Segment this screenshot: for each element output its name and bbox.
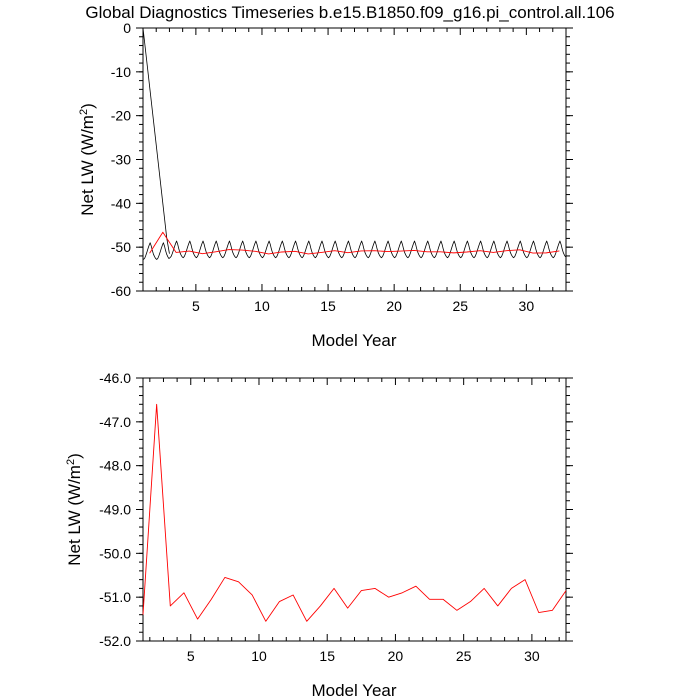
x-tick-label-top: 5 xyxy=(192,298,200,314)
y-axis-label-bottom: Net LW (W/m2) xyxy=(65,453,84,566)
y-axis-label-bottom-main: Net LW (W/m xyxy=(65,465,84,566)
x-tick-label-top: 25 xyxy=(452,298,468,314)
y-tick-label-top: -50 xyxy=(111,239,131,255)
y-tick-label-top: -30 xyxy=(111,152,131,168)
y-tick-label-bottom: -47.0 xyxy=(99,414,131,430)
annual-series-line-top xyxy=(149,231,560,255)
x-tick-label-top: 20 xyxy=(386,298,402,314)
x-tick-label-top: 10 xyxy=(254,298,270,314)
x-tick-label-bottom: 10 xyxy=(251,648,267,664)
y-tick-label-top: -40 xyxy=(111,195,131,211)
tick-marks-bottom xyxy=(136,377,573,642)
x-tick-label-bottom: 5 xyxy=(187,648,195,664)
y-tick-label-top: -20 xyxy=(111,108,131,124)
x-tick-label-top: 15 xyxy=(320,298,336,314)
x-tick-label-bottom: 20 xyxy=(388,648,404,664)
monthly-series-line-top xyxy=(143,240,566,260)
y-axis-label-top-main: Net LW (W/m xyxy=(78,115,97,216)
y-tick-label-bottom: -48.0 xyxy=(99,458,131,474)
timeseries-panel-annual: 5 10 15 20 25 30 -46.0 -47.0 -48.0 -49.0 -50.0 -51.… xyxy=(65,370,573,700)
y-axis-label-top-sup: 2 xyxy=(78,109,90,115)
tick-marks-top xyxy=(136,27,573,292)
annual-series-line-bottom xyxy=(142,403,567,622)
x-tick-label-bottom: 30 xyxy=(524,648,540,664)
series-group-bottom xyxy=(142,403,567,622)
figure-title: Global Diagnostics Timeseries b.e15.B185… xyxy=(85,3,614,22)
x-axis-label-top: Model Year xyxy=(311,331,396,350)
y-tick-label-bottom: -50.0 xyxy=(99,545,131,561)
y-tick-label-bottom: -51.0 xyxy=(99,589,131,605)
monthly-series-line-top xyxy=(142,27,170,254)
y-axis-label-bottom-sup: 2 xyxy=(65,459,77,465)
tick-labels-top: 5 10 15 20 25 30 0 -10 -20 -30 -40 -50 -60 xyxy=(111,20,535,314)
x-tick-label-bottom: 25 xyxy=(456,648,472,664)
plot-frame-bottom xyxy=(142,377,567,642)
y-tick-label-top: 0 xyxy=(123,20,131,36)
y-tick-label-bottom: -46.0 xyxy=(99,370,131,386)
y-tick-label-top: -10 xyxy=(111,64,131,80)
timeseries-panel-monthly: 5 10 15 20 25 30 0 -10 -20 -30 -40 -50 -60 Model Yea… xyxy=(78,20,573,350)
y-axis-label-top: Net LW (W/m2) xyxy=(78,103,97,216)
x-axis-label-bottom: Model Year xyxy=(311,681,396,700)
y-tick-label-bottom: -52.0 xyxy=(99,633,131,649)
tick-labels-bottom: 5 10 15 20 25 30 -46.0 -47.0 -48.0 -49.0 -50.0 -51.… xyxy=(99,370,540,664)
x-tick-label-top: 30 xyxy=(519,298,535,314)
y-axis-label-bottom-close: ) xyxy=(65,453,84,459)
x-tick-label-bottom: 15 xyxy=(319,648,335,664)
series-group-top xyxy=(142,27,566,260)
y-axis-label-top-close: ) xyxy=(78,103,97,109)
y-tick-label-bottom: -49.0 xyxy=(99,502,131,518)
y-tick-label-top: -60 xyxy=(111,283,131,299)
